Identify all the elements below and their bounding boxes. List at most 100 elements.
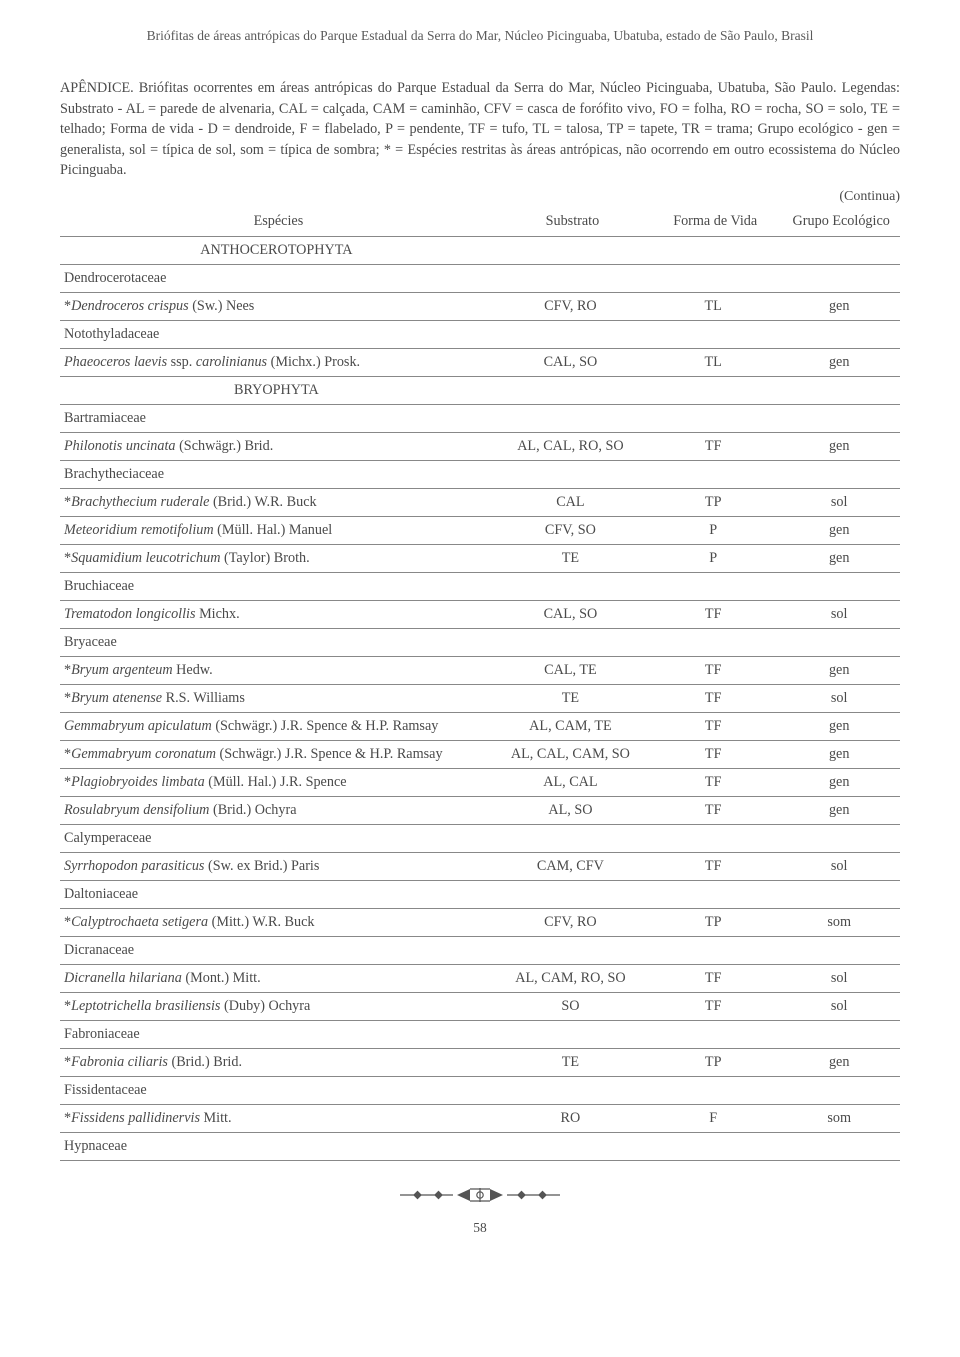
species-cell: *Bryum atenense R.S. Williams [60,684,497,712]
forma-cell: TP [648,908,782,936]
empty-cell [497,1020,648,1048]
substrato-cell: TE [497,544,648,572]
empty-cell [782,572,900,600]
forma-cell: TL [648,348,782,376]
substrato-cell: AL, SO [497,796,648,824]
empty-cell [497,880,648,908]
empty-cell [497,936,648,964]
table-row: Dendrocerotaceae [60,264,900,292]
table-row: Fissidentaceae [60,1076,900,1104]
forma-cell: TF [648,964,782,992]
empty-cell [648,460,782,488]
grupo-cell: sol [782,992,900,1020]
substrato-cell: AL, CAL [497,768,648,796]
page-number: 58 [60,1220,900,1236]
empty-cell [782,236,900,264]
empty-cell [497,572,648,600]
empty-cell [497,376,648,404]
species-cell: *Calyptrochaeta setigera (Mitt.) W.R. Bu… [60,908,497,936]
empty-cell [782,376,900,404]
table-row: *Dendroceros crispus (Sw.) NeesCFV, ROTL… [60,292,900,320]
empty-cell [497,460,648,488]
forma-cell: TF [648,740,782,768]
empty-cell [648,404,782,432]
table-row: Dicranella hilariana (Mont.) Mitt.AL, CA… [60,964,900,992]
grupo-cell: gen [782,656,900,684]
species-cell: Phaeoceros laevis ssp. carolinianus (Mic… [60,348,497,376]
family-cell: Bruchiaceae [60,572,497,600]
empty-cell [648,628,782,656]
forma-cell: TF [648,600,782,628]
grupo-cell: sol [782,852,900,880]
empty-cell [497,320,648,348]
species-cell: Rosulabryum densifolium (Brid.) Ochyra [60,796,497,824]
species-cell: *Leptotrichella brasiliensis (Duby) Ochy… [60,992,497,1020]
table-row: Syrrhopodon parasiticus (Sw. ex Brid.) P… [60,852,900,880]
empty-cell [497,628,648,656]
table-row: Hypnaceae [60,1132,900,1160]
substrato-cell: SO [497,992,648,1020]
grupo-cell: som [782,1104,900,1132]
table-row: Trematodon longicollis Michx.CAL, SOTFso… [60,600,900,628]
species-cell: *Bryum argenteum Hedw. [60,656,497,684]
empty-cell [497,264,648,292]
empty-cell [648,1076,782,1104]
empty-cell [648,1132,782,1160]
family-cell: Fissidentaceae [60,1076,497,1104]
table-body: ANTHOCEROTOPHYTADendrocerotaceae*Dendroc… [60,236,900,1160]
empty-cell [497,824,648,852]
grupo-cell: sol [782,488,900,516]
grupo-cell: gen [782,1048,900,1076]
forma-cell: TF [648,712,782,740]
forma-cell: TF [648,768,782,796]
grupo-cell: sol [782,600,900,628]
table-row: *Squamidium leucotrichum (Taylor) Broth.… [60,544,900,572]
empty-cell [782,1020,900,1048]
table-row: *Fabronia ciliaris (Brid.) Brid.TETPgen [60,1048,900,1076]
empty-cell [782,824,900,852]
family-cell: Hypnaceae [60,1132,497,1160]
family-cell: Dicranaceae [60,936,497,964]
grupo-cell: sol [782,684,900,712]
species-cell: Dicranella hilariana (Mont.) Mitt. [60,964,497,992]
running-head: Briófitas de áreas antrópicas do Parque … [60,28,900,44]
table-row: Bartramiaceae [60,404,900,432]
table-row: *Plagiobryoides limbata (Müll. Hal.) J.R… [60,768,900,796]
appendix-caption: APÊNDICE. Briófitas ocorrentes em áreas … [60,78,900,181]
empty-cell [648,264,782,292]
grupo-cell: gen [782,516,900,544]
empty-cell [497,1076,648,1104]
forma-cell: F [648,1104,782,1132]
table-row: *Gemmabryum coronatum (Schwägr.) J.R. Sp… [60,740,900,768]
family-cell: Bartramiaceae [60,404,497,432]
grupo-cell: gen [782,712,900,740]
empty-cell [782,1132,900,1160]
family-cell: Fabroniaceae [60,1020,497,1048]
table-row: *Leptotrichella brasiliensis (Duby) Ochy… [60,992,900,1020]
empty-cell [782,936,900,964]
empty-cell [648,1020,782,1048]
empty-cell [648,236,782,264]
grupo-cell: gen [782,544,900,572]
species-table: Espécies Substrato Forma de Vida Grupo E… [60,207,900,1161]
empty-cell [648,880,782,908]
empty-cell [648,824,782,852]
forma-cell: TL [648,292,782,320]
substrato-cell: RO [497,1104,648,1132]
table-row: Meteoridium remotifolium (Müll. Hal.) Ma… [60,516,900,544]
grupo-cell: gen [782,740,900,768]
table-row: Dicranaceae [60,936,900,964]
table-row: Gemmabryum apiculatum (Schwägr.) J.R. Sp… [60,712,900,740]
header-grupo: Grupo Ecológico [782,207,900,237]
empty-cell [497,1132,648,1160]
substrato-cell: CFV, RO [497,908,648,936]
division-cell: ANTHOCEROTOPHYTA [60,236,497,264]
forma-cell: P [648,516,782,544]
substrato-cell: CFV, RO [497,292,648,320]
species-cell: *Brachythecium ruderale (Brid.) W.R. Buc… [60,488,497,516]
table-row: Bruchiaceae [60,572,900,600]
substrato-cell: AL, CAM, RO, SO [497,964,648,992]
family-cell: Bryaceae [60,628,497,656]
page-container: Briófitas de áreas antrópicas do Parque … [0,0,960,1256]
page-ornament [60,1185,900,1210]
